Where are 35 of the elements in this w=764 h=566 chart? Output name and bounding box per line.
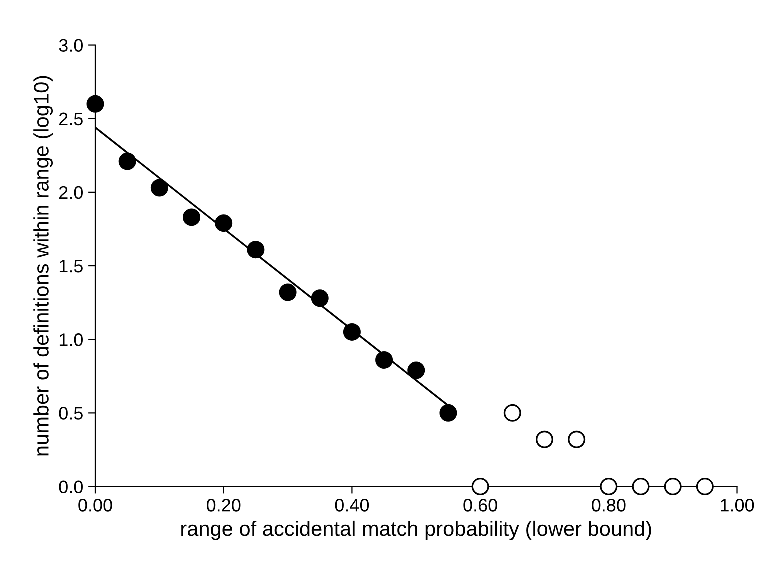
y-tick-label: 1.5	[60, 260, 83, 273]
point	[472, 478, 490, 496]
point	[632, 478, 650, 496]
x-tick-label: 0.00	[78, 499, 112, 512]
point	[247, 241, 265, 259]
point	[183, 208, 201, 226]
point	[376, 351, 394, 369]
point	[536, 430, 554, 448]
point	[279, 284, 297, 302]
point	[600, 478, 618, 496]
point	[150, 179, 168, 197]
point	[215, 214, 233, 232]
point	[86, 95, 104, 113]
x-tick-label: 1.00	[721, 499, 754, 512]
point	[343, 323, 361, 341]
point	[696, 478, 714, 496]
y-tick-label: 1.0	[60, 334, 83, 346]
point	[568, 430, 586, 448]
x-axis-title: range of accidental match probability (lower bound)	[182, 520, 652, 540]
point	[504, 404, 522, 422]
y-tick-label: 2.5	[60, 112, 83, 126]
point	[408, 362, 426, 380]
point	[440, 404, 458, 422]
point	[664, 478, 682, 496]
x-tick-label: 0.80	[592, 499, 626, 512]
point	[311, 290, 329, 308]
y-axis-title: number of definitions within range (log10)	[34, 76, 54, 456]
x-tick-label: 0.40	[335, 499, 370, 512]
y-tick-label: 3.0	[59, 39, 83, 52]
y-tick-label: 0.0	[59, 480, 83, 494]
x-tick-label: 0.60	[464, 499, 498, 512]
x-tick-label: 0.20	[206, 499, 241, 512]
y-tick-label: 0.5	[59, 407, 83, 420]
point	[118, 152, 136, 170]
y-tick-label: 2.0	[60, 186, 83, 200]
